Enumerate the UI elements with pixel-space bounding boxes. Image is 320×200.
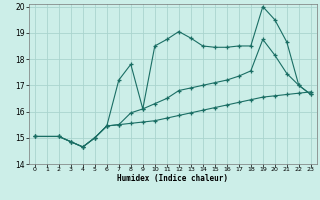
X-axis label: Humidex (Indice chaleur): Humidex (Indice chaleur) [117,174,228,183]
